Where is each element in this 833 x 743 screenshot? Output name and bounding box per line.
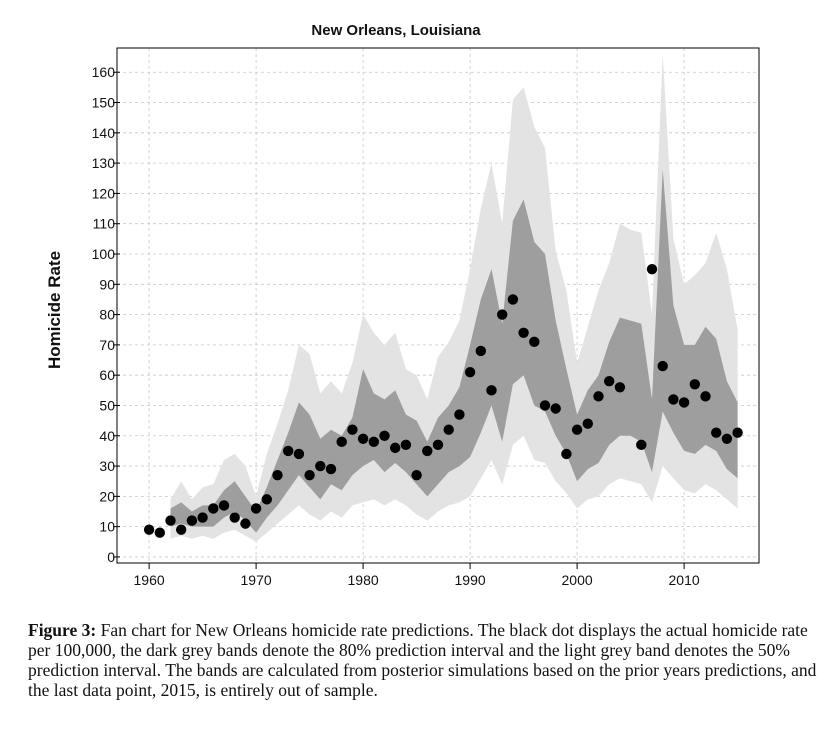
y-tick-label: 40 — [99, 428, 115, 444]
y-tick-label: 150 — [92, 95, 116, 111]
data-point — [732, 427, 743, 438]
data-point — [604, 376, 615, 387]
data-point — [443, 424, 454, 435]
data-point — [240, 518, 251, 529]
y-tick-label: 120 — [92, 185, 116, 201]
y-tick-label: 90 — [99, 276, 115, 292]
data-point — [315, 460, 326, 472]
data-point — [422, 445, 433, 457]
data-point — [165, 515, 176, 526]
data-point — [250, 503, 262, 514]
data-point — [689, 379, 700, 390]
data-point — [657, 360, 668, 372]
data-point — [561, 448, 572, 460]
data-point — [646, 263, 658, 275]
data-point — [593, 391, 604, 402]
y-tick-label: 100 — [92, 246, 116, 262]
x-tick-label: 2010 — [669, 572, 700, 588]
data-point — [711, 427, 722, 438]
data-point — [700, 391, 711, 402]
data-point — [357, 433, 369, 444]
data-point — [218, 500, 230, 511]
data-point — [304, 469, 315, 481]
data-point — [668, 394, 679, 405]
data-point — [678, 397, 690, 408]
y-tick-label: 20 — [99, 488, 115, 504]
data-point — [347, 424, 358, 435]
y-tick-label: 80 — [99, 307, 115, 323]
y-tick-label: 110 — [93, 216, 116, 232]
data-point — [539, 400, 551, 411]
data-point — [229, 512, 240, 523]
data-point — [208, 503, 219, 514]
y-tick-label: 60 — [99, 367, 115, 383]
data-point — [379, 430, 390, 441]
fan-chart: New Orleans, Louisiana Homicide Rate 0 10… — [45, 22, 760, 588]
data-points — [143, 263, 743, 538]
y-axis-label: Homicide Rate — [45, 251, 64, 369]
y-tick-label: 0 — [107, 549, 115, 565]
y-tick-label: 130 — [92, 155, 116, 171]
data-point — [400, 439, 412, 451]
x-tick-label: 1970 — [241, 572, 272, 588]
y-tick-label: 30 — [99, 458, 115, 474]
prediction-bands — [170, 54, 738, 542]
data-point — [186, 515, 198, 526]
axes — [113, 47, 760, 569]
data-point — [529, 336, 540, 348]
caption-text: Fan chart for New Orleans homicide rate … — [28, 620, 817, 700]
data-point — [507, 294, 519, 305]
data-point — [143, 524, 155, 535]
data-point — [154, 527, 165, 538]
data-point — [336, 436, 347, 448]
data-point — [432, 439, 444, 451]
data-point — [283, 445, 294, 457]
y-tick-label: 70 — [99, 337, 115, 353]
data-point — [197, 512, 208, 523]
data-point — [325, 463, 337, 475]
data-point — [497, 309, 508, 320]
caption-label: Figure 3: — [28, 620, 97, 640]
chart-title: New Orleans, Louisiana — [311, 22, 481, 39]
plot-frame — [116, 47, 760, 564]
data-point — [518, 327, 529, 338]
y-tick-label: 50 — [99, 397, 115, 413]
figure-caption: Figure 3: Fan chart for New Orleans homi… — [28, 620, 818, 700]
data-point — [272, 469, 283, 481]
x-tick-label: 1980 — [348, 572, 379, 588]
data-point — [550, 403, 561, 414]
data-point — [454, 409, 465, 420]
data-point — [721, 433, 733, 444]
tick-labels: 0 10 20 30 40 50 60 70 80 90 100 110 120 130 140 150 160… — [92, 64, 700, 588]
y-tick-label: 140 — [92, 125, 116, 141]
data-point — [571, 424, 583, 435]
data-point — [636, 439, 647, 451]
data-point — [464, 366, 476, 378]
data-point — [390, 442, 401, 454]
x-tick-label: 2000 — [562, 572, 593, 588]
data-point — [261, 494, 272, 505]
data-point — [411, 469, 422, 481]
data-point — [293, 448, 305, 460]
data-point — [176, 524, 187, 535]
x-tick-label: 1960 — [134, 572, 165, 588]
y-tick-label: 160 — [92, 64, 116, 80]
y-tick-label: 10 — [99, 519, 115, 535]
data-point — [368, 436, 379, 448]
data-point — [582, 418, 593, 429]
band-50-interval — [170, 169, 738, 533]
data-point — [475, 345, 486, 357]
x-tick-label: 1990 — [455, 572, 486, 588]
data-point — [486, 385, 497, 396]
data-point — [614, 382, 626, 393]
